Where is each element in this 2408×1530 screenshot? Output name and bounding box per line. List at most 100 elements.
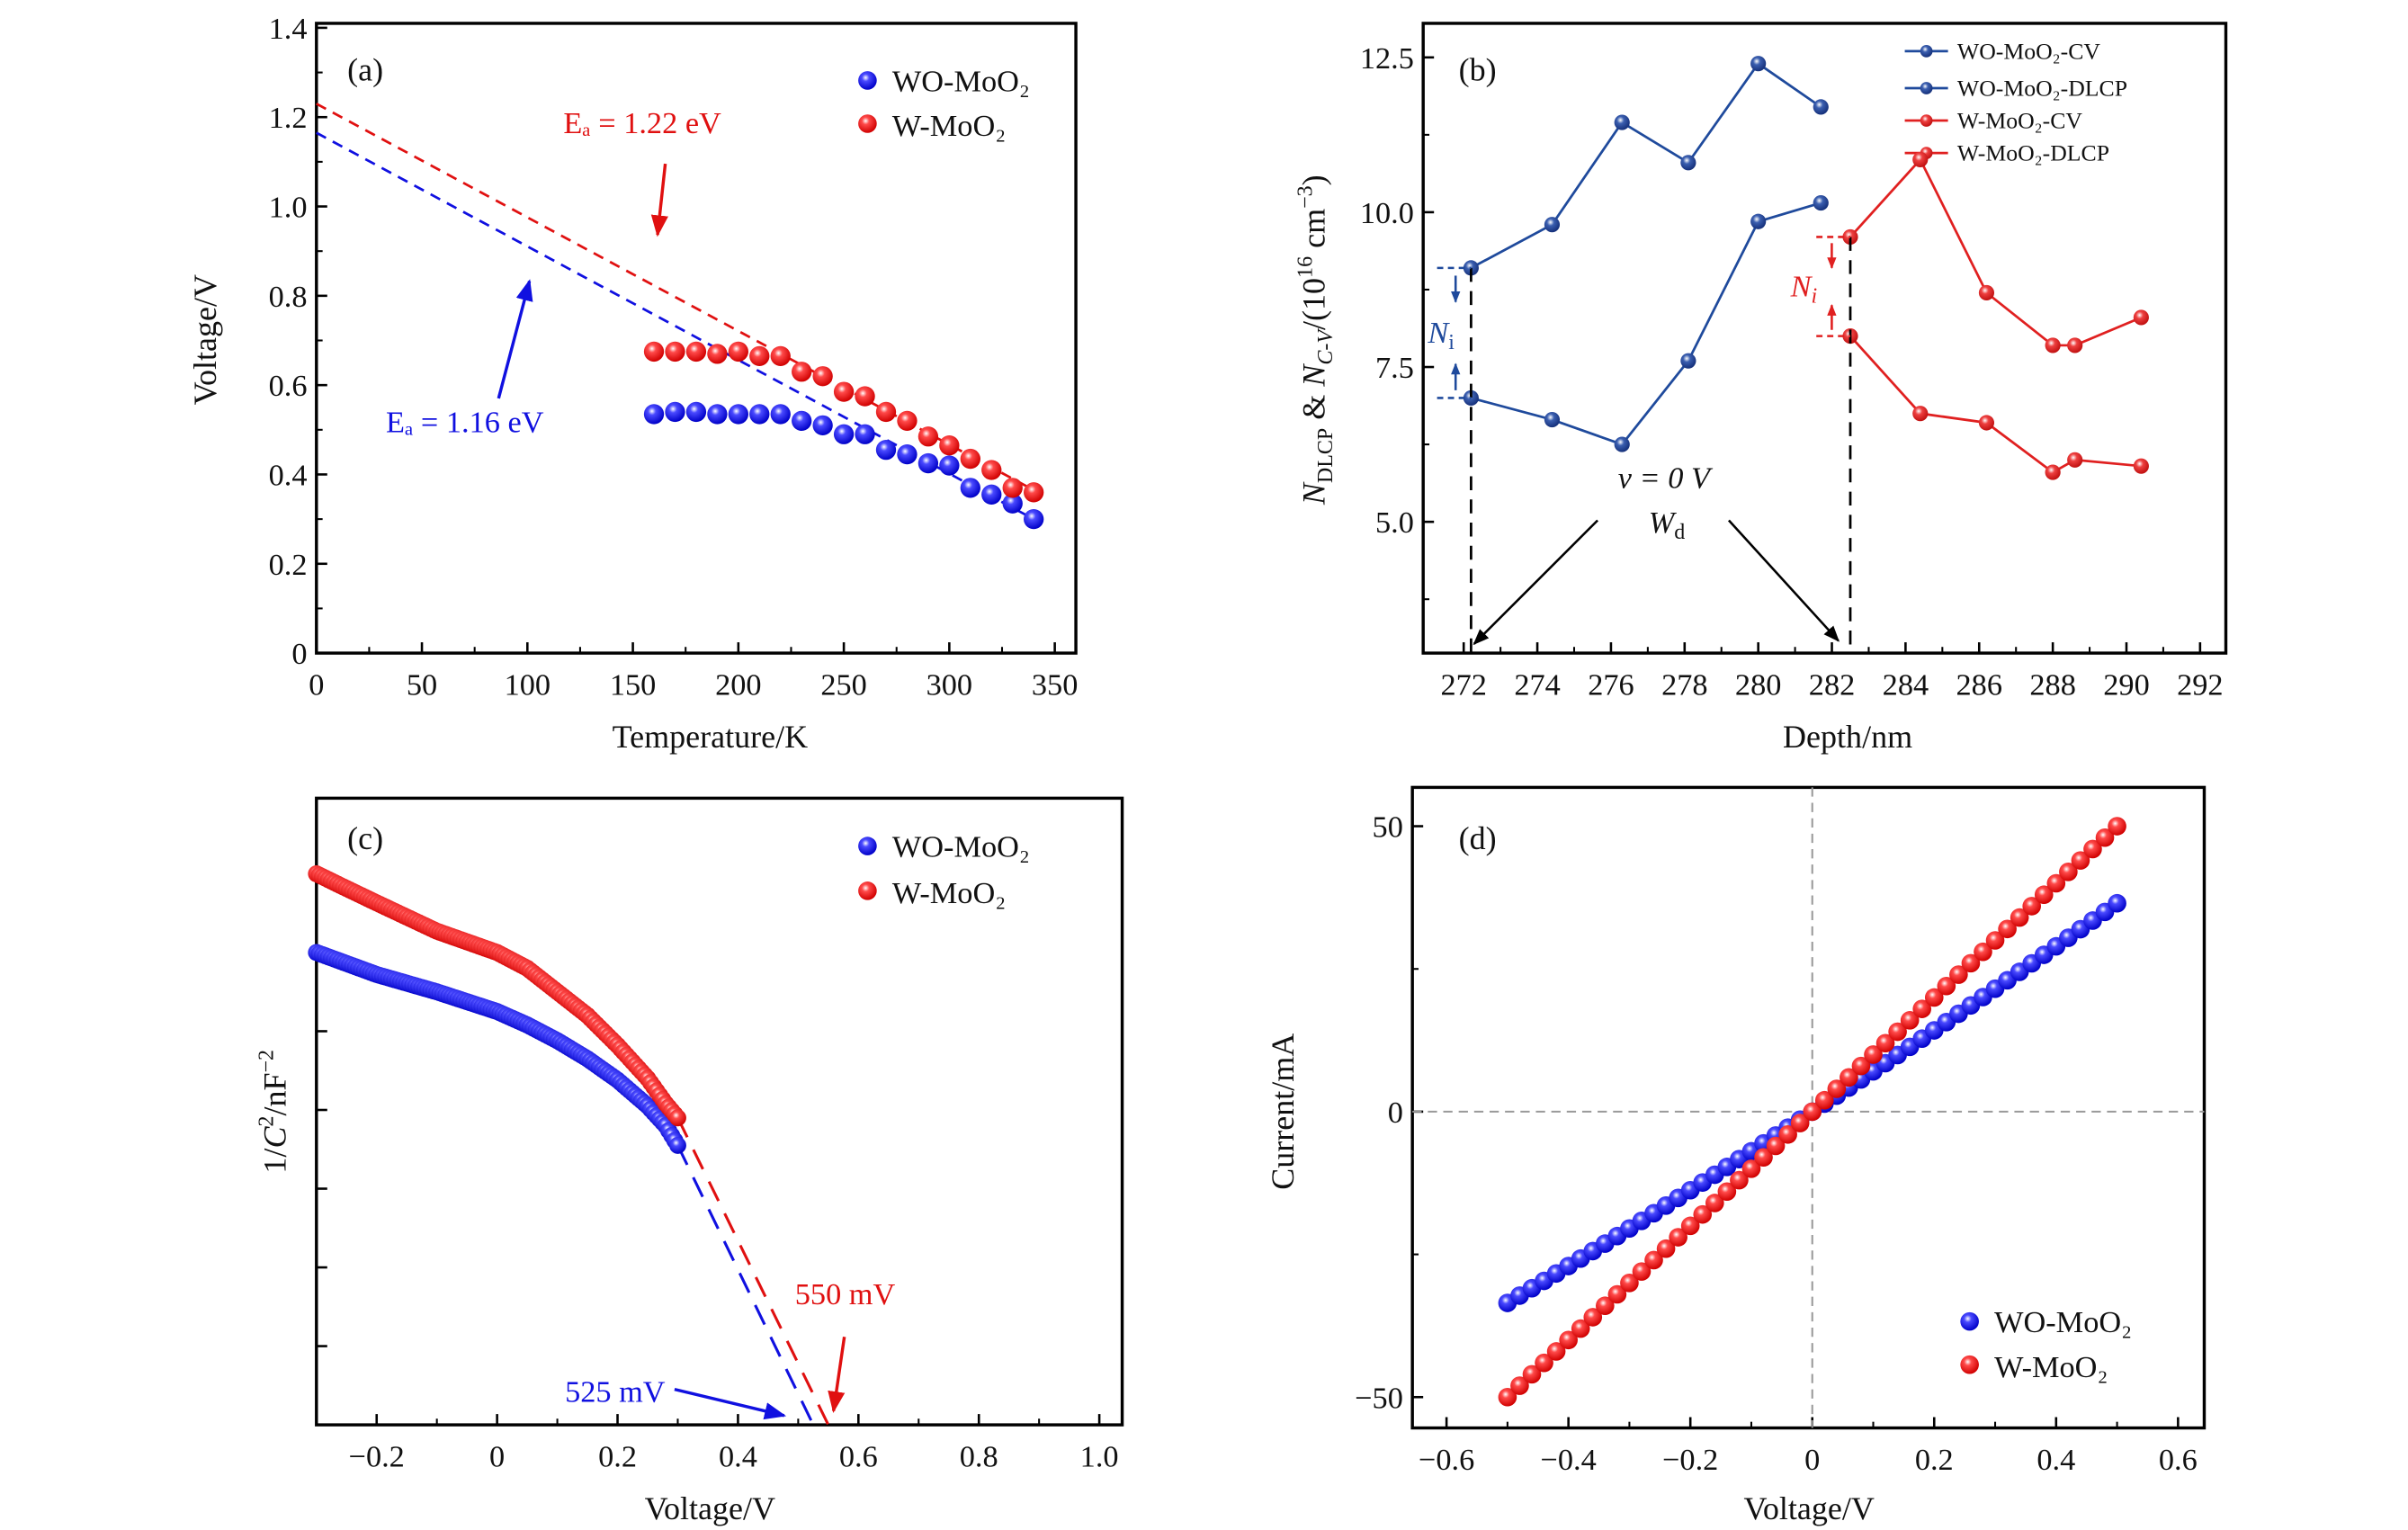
data-point <box>1607 1284 1627 1304</box>
data-point <box>1974 942 1992 962</box>
legend-marker-red <box>858 881 877 900</box>
x-tick-label: 250 <box>820 667 866 702</box>
data-point <box>2045 337 2061 353</box>
legend-marker-red <box>858 114 877 133</box>
data-point <box>1813 195 1829 211</box>
data-point <box>1546 1342 1566 1361</box>
annotation-arrow-red <box>650 163 668 237</box>
data-point <box>669 1136 686 1154</box>
panel-d: (d) Voltage/V Current/mA −0.6 −0.4 −0.2 0 0.… <box>1265 785 2207 1526</box>
data-point <box>792 410 812 432</box>
data-point <box>707 404 728 425</box>
data-point <box>939 435 960 456</box>
legend-label: WO-MoO₂-DLCP <box>1957 76 2127 102</box>
legend: WO-MoO₂-CV WO-MoO₂-DLCP W-MoO₂-CV W-MoO₂-DL… <box>1904 38 2127 166</box>
x-tick-label: −0.2 <box>1662 1443 1718 1477</box>
data-point <box>665 401 685 423</box>
data-point <box>1803 1102 1822 1122</box>
data-point <box>749 404 770 425</box>
legend-label: WO-MoO₂-CV <box>1957 38 2100 64</box>
data-point <box>1680 353 1696 369</box>
y-tick-label: −50 <box>1355 1381 1403 1415</box>
data-point <box>1912 151 1929 167</box>
panel-c: (c) Voltage/V 1/C2/nF−2 WO-MoO₂ W-MoO₂ 5… <box>255 796 1124 1526</box>
intercept-label-blue: 525 mV <box>565 1374 666 1409</box>
data-point <box>833 424 855 444</box>
fit-line <box>316 103 1034 492</box>
data-point <box>707 344 728 364</box>
x-tick-label: 276 <box>1588 667 1634 702</box>
data-point <box>918 426 939 447</box>
plot-frame <box>315 22 1078 655</box>
data-point <box>1002 478 1023 498</box>
wd-arrow-right <box>1727 519 1840 642</box>
data-point <box>1730 1170 1749 1190</box>
x-tick-label: 0.2 <box>1915 1443 1954 1477</box>
legend-label: WO-MoO₂ <box>892 64 1030 98</box>
data-point <box>960 448 980 470</box>
x-tick-label: 274 <box>1514 667 1560 702</box>
y-tick-label: 50 <box>1373 810 1403 845</box>
legend-label: W-MoO₂ <box>1994 1350 2108 1384</box>
intercept-arrow-blue <box>674 1387 787 1420</box>
x-tick-label: 280 <box>1735 667 1781 702</box>
data-point <box>2022 897 2041 916</box>
x-tick-label: 0 <box>489 1439 505 1473</box>
data-point <box>749 345 770 367</box>
x-tick-label: 0 <box>1804 1443 1820 1477</box>
x-tick-label: 0.8 <box>960 1439 998 1473</box>
x-tick-label: 1.0 <box>1080 1439 1119 1473</box>
legend-marker-blue <box>858 837 877 855</box>
data-point <box>2046 873 2066 893</box>
data-point <box>643 341 665 362</box>
legend-label: WO-MoO₂ <box>1994 1305 2132 1339</box>
data-point <box>2010 908 2029 927</box>
data-point <box>792 362 812 382</box>
data-point <box>1583 1308 1603 1327</box>
y-tick-label: 1.0 <box>269 191 308 225</box>
wd-arrow-left <box>1473 519 1598 646</box>
x-tick-label: 300 <box>926 667 972 702</box>
y-tick-label: 5.0 <box>1375 506 1414 540</box>
data-point <box>2067 337 2083 353</box>
x-tick-label: 288 <box>2029 667 2075 702</box>
activation-energy-label-red: Eₐ = 1.22 eV <box>563 106 721 140</box>
data-point <box>1937 976 1956 996</box>
x-tick-label: 286 <box>1956 667 2002 702</box>
data-point <box>897 410 918 432</box>
data-point <box>1912 999 1932 1018</box>
data-point <box>1961 953 1981 973</box>
data-point <box>875 401 897 423</box>
x-axis-label: Voltage/V <box>645 1490 775 1526</box>
data-point <box>1620 1274 1639 1293</box>
ni-label-red: Ni <box>1790 270 1818 309</box>
y-tick-label: 0.8 <box>269 280 308 314</box>
y-tick-label: 0 <box>291 637 307 671</box>
plot-frame <box>315 796 1124 1427</box>
data-point <box>1680 1216 1700 1236</box>
data-point <box>1680 155 1696 171</box>
x-tick-label: 272 <box>1440 667 1486 702</box>
data-point <box>1614 436 1630 452</box>
data-point <box>918 452 939 474</box>
panel-label: (a) <box>347 51 383 87</box>
data-point <box>1778 1124 1797 1144</box>
y-tick-label: 12.5 <box>1360 41 1414 76</box>
bias-label: v = 0 V <box>1618 461 1714 495</box>
y-tick-label: 0 <box>1388 1096 1403 1130</box>
x-tick-label: 150 <box>610 667 656 702</box>
data-point <box>1559 1330 1578 1350</box>
data-point <box>1510 1376 1529 1395</box>
y-axis-label: Voltage/V <box>187 274 223 405</box>
data-point <box>1750 213 1767 229</box>
x-tick-label: 278 <box>1661 667 1707 702</box>
data-point <box>2108 817 2126 836</box>
y-axis-label: 1/C2/nF−2 <box>255 1050 293 1174</box>
data-point <box>2108 893 2126 913</box>
panel-label: (d) <box>1459 820 1497 856</box>
x-tick-label: 282 <box>1809 667 1855 702</box>
series-line <box>1470 61 1822 270</box>
data-point <box>1875 1033 1895 1053</box>
y-tick-label: 0.2 <box>269 548 308 582</box>
data-point <box>685 341 707 362</box>
